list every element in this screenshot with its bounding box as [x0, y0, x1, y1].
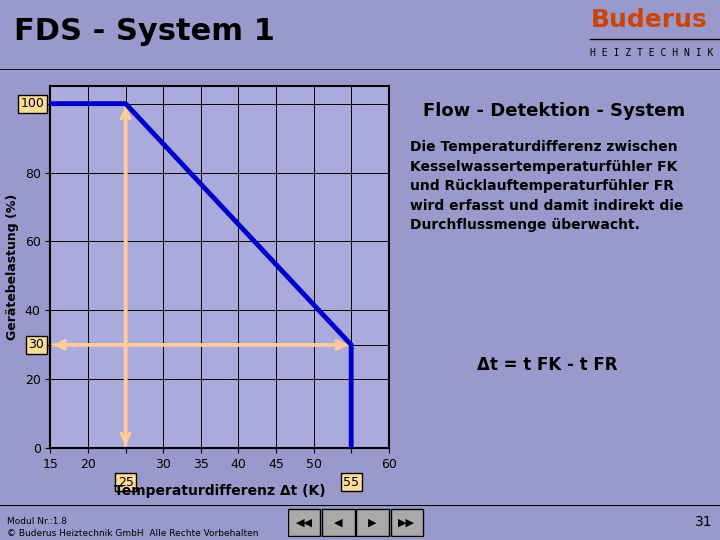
Y-axis label: Gerätebelastung (%): Gerätebelastung (%): [6, 194, 19, 340]
Text: Δt = t FK - t FR: Δt = t FK - t FR: [477, 355, 618, 374]
Text: H E I Z T E C H N I K: H E I Z T E C H N I K: [590, 48, 714, 58]
Text: Buderus: Buderus: [590, 8, 707, 32]
Text: 25: 25: [117, 476, 133, 489]
Text: 31: 31: [696, 516, 713, 529]
Text: ▶: ▶: [369, 517, 377, 528]
Text: Temperaturdifferenz Δt (K): Temperaturdifferenz Δt (K): [114, 484, 325, 498]
Text: ◀◀: ◀◀: [296, 517, 312, 528]
Text: Die Temperaturdifferenz zwischen
Kesselwassertemperaturfühler FK
und Rücklauftem: Die Temperaturdifferenz zwischen Kesselw…: [410, 140, 684, 232]
Text: Modul Nr.:1.8
© Buderus Heiztechnik GmbH  Alle Rechte Vorbehalten: Modul Nr.:1.8 © Buderus Heiztechnik GmbH…: [7, 517, 258, 538]
FancyBboxPatch shape: [356, 509, 389, 536]
Text: Flow - Detektion - System: Flow - Detektion - System: [423, 102, 685, 120]
FancyBboxPatch shape: [391, 509, 423, 536]
Text: ◀: ◀: [334, 517, 343, 528]
Text: 100: 100: [20, 97, 45, 110]
FancyBboxPatch shape: [288, 509, 320, 536]
Text: 30: 30: [29, 339, 45, 352]
Text: 55: 55: [343, 476, 359, 489]
FancyBboxPatch shape: [323, 509, 355, 536]
Text: FDS - System 1: FDS - System 1: [14, 17, 275, 46]
Text: ▶▶: ▶▶: [398, 517, 415, 528]
